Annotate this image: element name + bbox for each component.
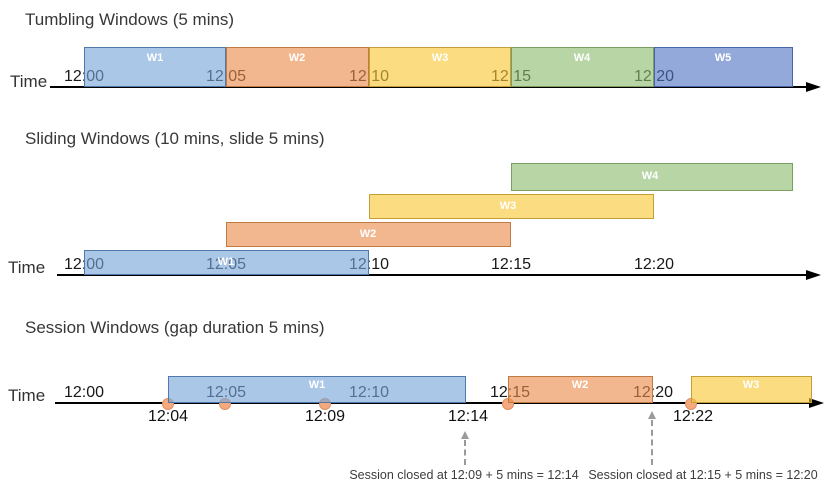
dashed-arrow-line (651, 420, 653, 465)
session-closed-annotation: Session closed at 12:15 + 5 mins = 12:20 (588, 468, 818, 482)
window-bar-w1 (84, 47, 226, 87)
event-time-label: 12:04 (147, 408, 189, 425)
tick-label: 12:00 (63, 384, 105, 401)
time-axis-label: Time (10, 72, 48, 91)
window-label: W1 (146, 52, 164, 64)
window-bar-w2 (508, 376, 653, 403)
time-axis (57, 274, 810, 276)
window-label: W2 (359, 228, 377, 240)
tick-label: 12:15 (490, 256, 532, 273)
time-axis-label: Time (8, 386, 46, 405)
window-label: W5 (714, 52, 732, 64)
section-title-sliding: Sliding Windows (10 mins, slide 5 mins) (25, 129, 325, 148)
window-bar-w2 (226, 47, 369, 87)
window-bar-w1 (84, 250, 369, 275)
session-closed-annotation: Session closed at 12:09 + 5 mins = 12:14 (349, 468, 579, 482)
time-axis-label: Time (8, 258, 46, 277)
window-bar-w5 (654, 47, 793, 87)
window-label: W1 (308, 379, 326, 391)
tick-label: 12:20 (633, 256, 675, 273)
window-bar-w3 (369, 194, 654, 219)
window-bar-w1 (168, 376, 466, 403)
window-label: W4 (573, 52, 591, 64)
axis-arrowhead-icon (806, 270, 821, 280)
event-time-label: 12:22 (672, 408, 714, 425)
dashed-arrow-up-icon (461, 431, 469, 439)
section-title-session: Session Windows (gap duration 5 mins) (25, 318, 325, 337)
window-label: W2 (288, 52, 306, 64)
time-axis (50, 86, 810, 88)
window-label: W3 (431, 52, 449, 64)
time-axis (55, 402, 812, 404)
window-bar-w2 (226, 222, 511, 247)
section-title-tumbling: Tumbling Windows (5 mins) (25, 10, 235, 29)
window-label: W4 (641, 170, 659, 182)
window-label: W1 (217, 256, 235, 268)
window-bar-w3 (691, 376, 812, 403)
dashed-arrow-up-icon (648, 411, 656, 419)
event-time-label: 12:09 (304, 408, 346, 425)
event-time-label: 12:14 (447, 408, 489, 425)
axis-arrowhead-icon (806, 82, 821, 92)
window-bar-w4 (511, 47, 654, 87)
window-bar-w3 (369, 47, 511, 87)
axis-arrowhead-icon (809, 398, 824, 408)
window-label: W3 (742, 379, 760, 391)
window-bar-w4 (511, 163, 793, 191)
window-label: W3 (499, 200, 517, 212)
window-label: W2 (571, 379, 589, 391)
dashed-arrow-line (464, 440, 466, 465)
